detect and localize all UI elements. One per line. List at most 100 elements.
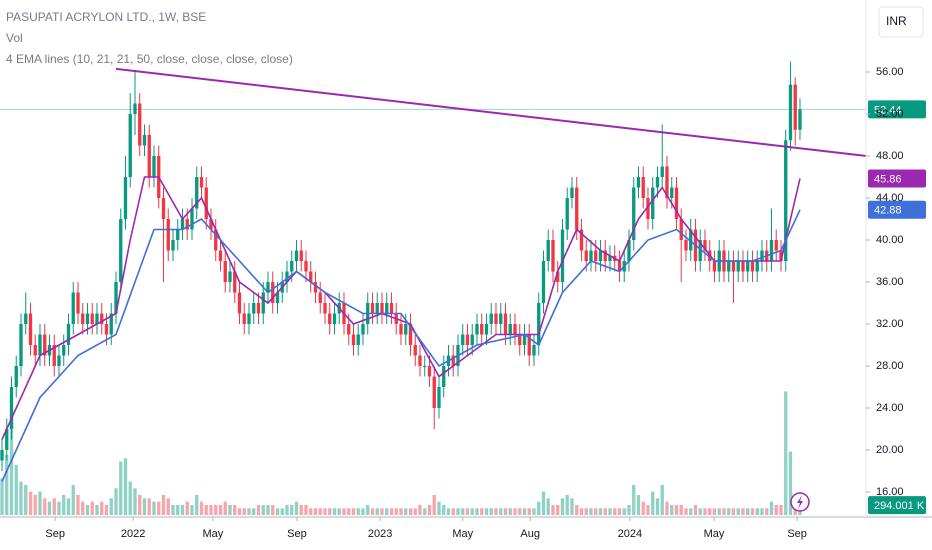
volume-bar bbox=[746, 508, 750, 515]
candle-body bbox=[209, 219, 213, 230]
candle-body bbox=[769, 240, 774, 262]
volume-bar bbox=[223, 501, 227, 515]
candle-body bbox=[166, 219, 170, 251]
volume-bar bbox=[332, 508, 337, 515]
candle-body bbox=[551, 240, 555, 272]
volume-bar bbox=[689, 508, 693, 515]
volume-bar bbox=[541, 491, 546, 515]
volume-bar bbox=[309, 508, 313, 515]
volume-bar bbox=[62, 494, 66, 515]
candle-body bbox=[119, 219, 123, 283]
candle-body bbox=[285, 271, 289, 283]
x-tick-label: May bbox=[704, 528, 725, 540]
volume-bar bbox=[199, 501, 204, 515]
volume-bar bbox=[104, 504, 109, 515]
candle-body bbox=[779, 250, 783, 262]
y-tick-label: 28.00 bbox=[876, 360, 904, 372]
candle-body bbox=[28, 313, 33, 346]
volume-bar bbox=[765, 508, 769, 515]
plot bbox=[0, 61, 867, 515]
volume-bar bbox=[380, 508, 384, 515]
volume-bar bbox=[5, 454, 9, 515]
volume-bar bbox=[180, 504, 185, 515]
candle-body bbox=[532, 345, 536, 356]
volume-bar bbox=[494, 508, 498, 515]
volume-bar bbox=[81, 501, 85, 515]
volume-bar bbox=[665, 501, 669, 515]
volume-bar bbox=[722, 508, 726, 515]
candle-body bbox=[760, 250, 764, 262]
volume-bar bbox=[152, 501, 156, 515]
candle-body bbox=[632, 187, 636, 241]
candle-body bbox=[323, 303, 327, 314]
indicator-legend: 4 EMA lines (10, 21, 21, 50, close, clos… bbox=[6, 52, 293, 66]
volume-bar bbox=[218, 504, 223, 515]
volume-bar bbox=[617, 508, 622, 515]
volume-bar bbox=[446, 508, 451, 515]
ema-line bbox=[1, 176, 801, 440]
volume-bar bbox=[85, 504, 90, 515]
candle-body bbox=[475, 324, 479, 335]
volume-bar bbox=[741, 508, 745, 515]
candle-body bbox=[503, 313, 508, 335]
candle-body bbox=[290, 261, 294, 272]
volume-bar bbox=[760, 508, 764, 515]
volume-bar bbox=[366, 504, 370, 515]
candle-body bbox=[427, 366, 432, 377]
x-tick-label: 2022 bbox=[121, 528, 145, 540]
volume-bar bbox=[684, 508, 688, 515]
candle-body bbox=[361, 324, 365, 335]
volume-bar bbox=[774, 504, 778, 515]
candle-body bbox=[437, 387, 441, 409]
candle-body bbox=[560, 229, 565, 283]
candle-body bbox=[489, 313, 493, 325]
volume-bar bbox=[138, 494, 142, 515]
candle-body bbox=[750, 261, 755, 272]
candle-body bbox=[195, 177, 199, 209]
volume-bar bbox=[693, 504, 698, 515]
volume-bar bbox=[784, 391, 788, 515]
volume-bar bbox=[679, 504, 683, 515]
x-tick-label: Sep bbox=[787, 528, 807, 540]
candle-body bbox=[698, 240, 702, 262]
candle-body bbox=[570, 187, 574, 199]
currency-label: INR bbox=[886, 14, 907, 28]
volume-bar bbox=[660, 484, 664, 515]
ema-price-label-bg bbox=[868, 169, 926, 188]
volume-bar bbox=[551, 504, 555, 515]
volume-bar bbox=[579, 508, 584, 515]
volume-bar bbox=[475, 508, 479, 515]
volume-bar bbox=[556, 504, 560, 515]
candle-body bbox=[670, 187, 674, 199]
volume-label: 294.001 K bbox=[874, 500, 925, 512]
candle-body bbox=[603, 250, 607, 262]
volume-bar bbox=[565, 494, 569, 515]
candle-body bbox=[142, 135, 147, 146]
candle-body bbox=[204, 187, 208, 220]
candle-body bbox=[223, 261, 227, 283]
volume-bar bbox=[280, 508, 284, 515]
candle-body bbox=[261, 292, 265, 314]
lightning-icon[interactable] bbox=[790, 492, 810, 512]
volume-bar bbox=[779, 504, 783, 515]
volume-bar bbox=[404, 508, 408, 515]
volume-bar bbox=[233, 504, 237, 515]
volume-bar bbox=[161, 494, 166, 515]
volume-bar bbox=[788, 451, 793, 515]
candle-body bbox=[484, 324, 489, 335]
volume-bar bbox=[608, 508, 612, 515]
volume-bar bbox=[399, 508, 403, 515]
volume-bar bbox=[712, 508, 717, 515]
x-tick-label: May bbox=[202, 528, 223, 540]
candle-body bbox=[228, 271, 232, 283]
volume-bar bbox=[636, 494, 641, 515]
volume-bar bbox=[347, 508, 351, 515]
x-tick-label: May bbox=[452, 528, 473, 540]
candle-body bbox=[408, 324, 413, 346]
volume-bar bbox=[408, 508, 413, 515]
candle-body bbox=[304, 261, 308, 272]
candle-body bbox=[66, 324, 71, 346]
candle-body bbox=[494, 313, 498, 325]
currency-button[interactable] bbox=[878, 6, 924, 38]
candle-body bbox=[546, 240, 550, 262]
